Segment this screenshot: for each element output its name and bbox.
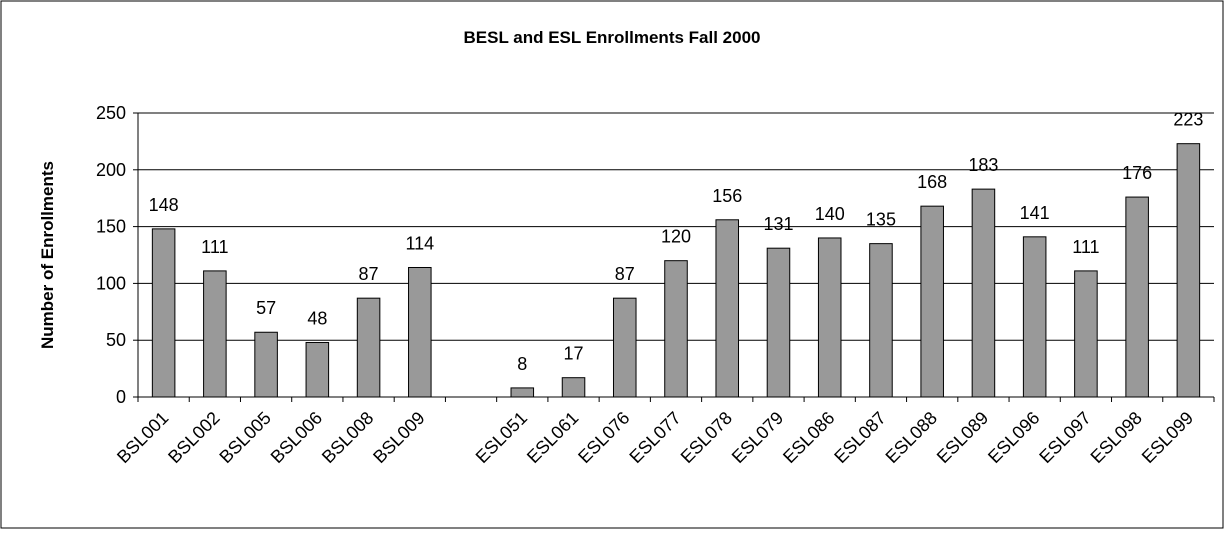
data-label: 176: [1122, 163, 1152, 183]
y-tick-label: 50: [106, 330, 126, 350]
data-label: 48: [307, 308, 327, 328]
bar: [1176, 143, 1201, 398]
bar: [203, 270, 227, 398]
data-label: 141: [1020, 203, 1050, 223]
bar: [664, 260, 688, 398]
y-tick-label: 100: [96, 273, 126, 293]
data-label: 140: [815, 204, 845, 224]
data-label: 87: [359, 264, 379, 284]
bar: [1074, 270, 1098, 398]
data-label: 120: [661, 227, 691, 247]
bar: [254, 331, 278, 398]
bar: [1125, 196, 1149, 398]
bar: [766, 247, 791, 398]
bar: [612, 297, 637, 398]
bar: [356, 297, 381, 398]
bar: [408, 266, 432, 398]
data-label: 114: [405, 233, 434, 253]
data-label: 148: [149, 195, 179, 215]
data-label: 135: [866, 210, 896, 230]
bar: [971, 188, 996, 398]
bar: [305, 341, 330, 398]
bar: [817, 237, 842, 398]
bar: [869, 243, 893, 398]
bar: [1022, 236, 1047, 398]
bar: [920, 205, 944, 398]
data-label: 131: [763, 214, 793, 234]
data-label: 111: [201, 237, 228, 257]
bar: [151, 228, 176, 398]
data-label: 168: [917, 172, 947, 192]
data-label: 223: [1173, 110, 1203, 130]
data-label: 8: [517, 354, 527, 374]
y-axis-label: Number of Enrollments: [38, 161, 57, 349]
data-label: 156: [712, 186, 742, 206]
y-tick-label: 150: [96, 217, 126, 237]
y-tick-label: 200: [96, 160, 126, 180]
bar: [561, 377, 586, 398]
data-label: 183: [968, 155, 998, 175]
y-tick-label: 250: [96, 103, 126, 123]
data-label: 87: [615, 264, 635, 284]
data-label: 111: [1072, 237, 1099, 257]
bar: [715, 219, 740, 398]
data-label: 57: [256, 298, 276, 318]
data-label: 17: [564, 344, 584, 364]
bar: [510, 387, 535, 398]
y-tick-label: 0: [116, 387, 126, 407]
chart-title: BESL and ESL Enrollments Fall 2000: [464, 28, 761, 47]
